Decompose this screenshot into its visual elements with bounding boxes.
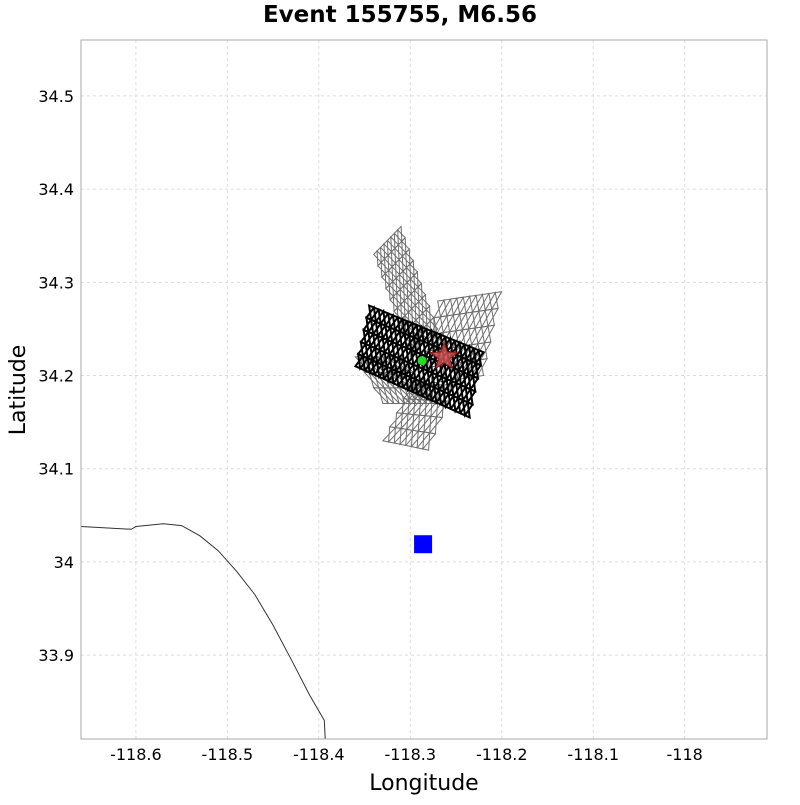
fault-element: [416, 431, 431, 451]
fault-element: [439, 391, 452, 411]
fault-element: [388, 387, 407, 404]
x-tick-label: -118.6: [110, 745, 162, 764]
fault-element: [430, 387, 443, 407]
y-tick-label: 34.4: [38, 180, 74, 199]
coastline-layer: [80, 523, 326, 740]
fault-element: [449, 395, 462, 415]
gridlines: [81, 40, 767, 739]
fault-element: [411, 378, 424, 398]
fault-element: [393, 428, 408, 447]
fault-element: [381, 426, 396, 444]
markers-layer: [414, 341, 459, 554]
fault-element: [391, 370, 405, 390]
y-axis-label: Latitude: [6, 345, 31, 436]
fault-element: [399, 387, 418, 404]
fault-element: [420, 382, 433, 403]
plot-frame: [80, 39, 768, 740]
fault-element: [363, 357, 376, 377]
fault-element: [382, 366, 395, 385]
fault-element: [377, 386, 395, 404]
x-tick-label: -118.3: [384, 745, 436, 764]
centroid-dot: [417, 356, 427, 366]
hypocenter-star: [429, 341, 459, 370]
x-tick-label: -118.4: [293, 745, 345, 764]
fault-element: [458, 399, 471, 420]
site-square: [414, 535, 433, 554]
x-tick-label: -118: [667, 745, 703, 764]
chart-title: Event 155755, M6.56: [263, 2, 537, 28]
fault-element: [401, 374, 414, 394]
x-tick-label: -118.2: [476, 745, 528, 764]
x-tick-label: -118.1: [567, 745, 619, 764]
y-tick-label: 34: [54, 553, 74, 572]
x-axis-label: Longitude: [369, 771, 478, 796]
y-tick-label: 34.5: [38, 87, 74, 106]
fault-element: [353, 353, 367, 373]
y-tick-label: 34.3: [38, 273, 74, 292]
fault-element: [404, 429, 419, 449]
y-tick-label: 33.9: [38, 646, 74, 665]
x-tick-label: -118.5: [202, 745, 254, 764]
y-tick-label: 34.1: [38, 460, 74, 479]
y-tick-label: 34.2: [38, 367, 74, 386]
tick-labels: -118.6 -118.5 -118.4 -118.3 -118.2 -118.1 -118…: [38, 87, 702, 764]
rupture-fault: [353, 304, 486, 420]
coastline: [80, 523, 326, 740]
fault-element: [372, 362, 386, 381]
rupture-fault-layer: [353, 304, 486, 420]
